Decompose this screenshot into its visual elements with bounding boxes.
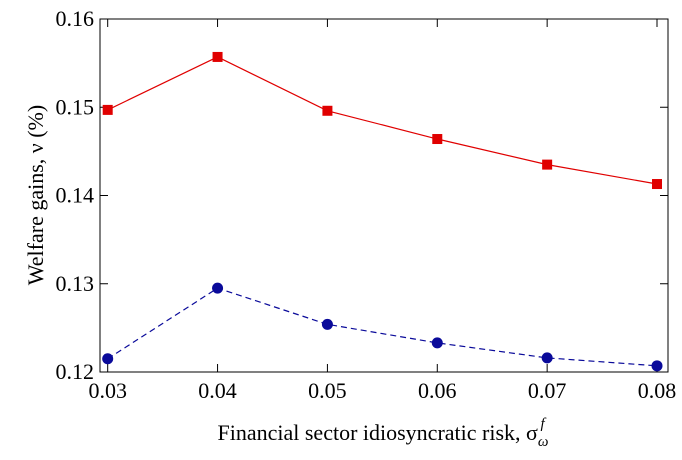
marker [321, 318, 333, 330]
series-line [107, 287, 658, 367]
x-tick-label: 0.05 [308, 378, 347, 403]
marker [431, 337, 443, 349]
marker [102, 353, 114, 365]
y-tick-label: 0.13 [56, 271, 95, 296]
x-tick-label: 0.07 [528, 378, 567, 403]
marker [652, 179, 663, 190]
y-tick-label: 0.14 [56, 183, 95, 208]
marker [651, 360, 663, 372]
x-axis-label: Financial sector idiosyncratic risk, σωf [218, 416, 549, 450]
x-axis-label-sub: ω [538, 434, 549, 450]
marker [212, 282, 224, 294]
x-tick-label: 0.03 [88, 378, 127, 403]
series-line [107, 56, 658, 185]
y-tick-label: 0.16 [56, 6, 95, 31]
marker [102, 104, 113, 115]
x-tick-label: 0.04 [198, 378, 237, 403]
marker [212, 51, 223, 62]
marker [432, 134, 443, 145]
x-tick-label: 0.06 [418, 378, 457, 403]
x-tick-label: 0.08 [638, 378, 677, 403]
x-axis-label-main: Financial sector idiosyncratic risk, σ [218, 420, 539, 445]
marker [322, 105, 333, 116]
marker [541, 352, 553, 364]
x-axis-label-sup: f [540, 416, 546, 432]
y-tick-label: 0.15 [56, 94, 95, 119]
marker [542, 159, 553, 170]
y-axis-label: Welfare gains, ν (%) [23, 105, 48, 285]
y-tick-label: 0.12 [56, 359, 95, 384]
